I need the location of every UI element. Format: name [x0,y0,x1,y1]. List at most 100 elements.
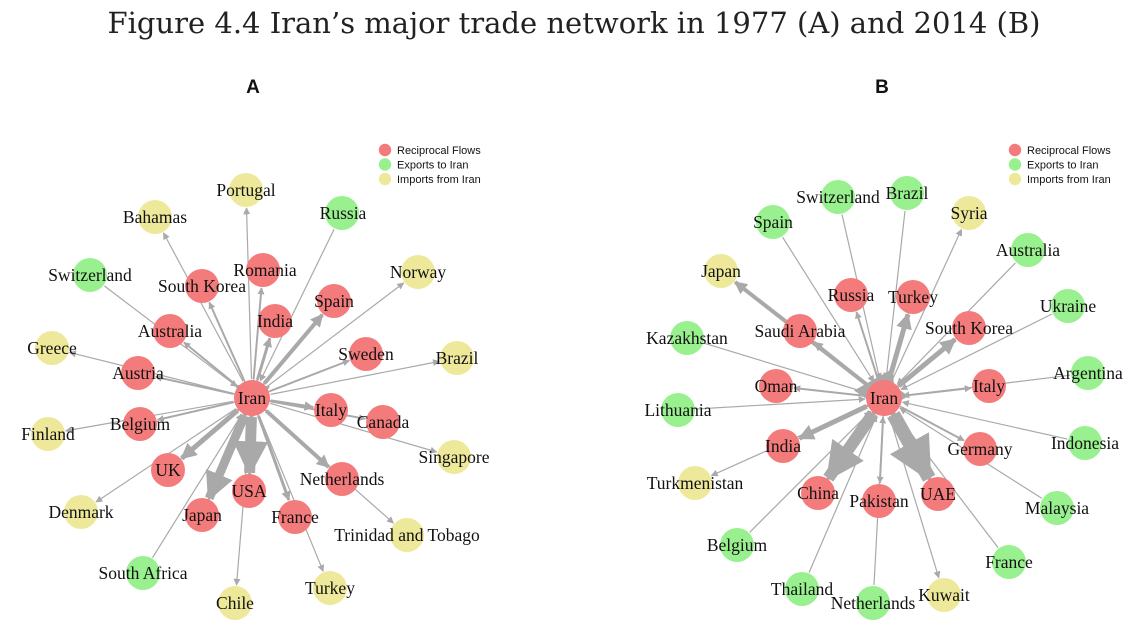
panel-b-node-label-belgium: Belgium [707,535,768,555]
panel-a-node-label-sweden: Sweden [338,344,394,364]
panel-b-node-label-brazil: Brazil [886,183,929,203]
panel-a-edge-iran-austria [154,374,241,399]
panel-b-node-lithuania [661,393,695,427]
panel-b-node-turkey [896,280,930,314]
panel-b-node-label-pakistan: Pakistan [849,491,909,511]
figure-title: Figure 4.4 Iran’s major trade network in… [107,6,1041,40]
panel-a-node-italy [314,393,348,427]
panel-a-node-label-greece: Greece [27,338,77,358]
panel-a-legend-swatch-imports-from-iran [378,172,392,186]
panel-b-node-iran [866,380,902,416]
panel-a-edge-iran-france [251,406,291,502]
panel-b-node-south-korea [952,311,986,345]
panel-a-node-label-finland: Finland [21,424,75,444]
panel-b-node-label-syria: Syria [951,203,988,223]
panel-a-node-austria [121,356,155,390]
panel-a-node-chile [218,586,252,620]
panel-b-node-label-uae: UAE [920,484,956,504]
panel-a-edge-iran-sweden [262,359,350,397]
panel-a-node-bahamas [138,200,172,234]
panel-b-node-label-turkey: Turkey [888,287,938,307]
panel-b-node-oman [759,369,793,403]
panel-b-label: B [875,77,889,98]
panel-a-node-label-uk: UK [155,460,181,480]
panel-b-legend-label-exports-to-iran: Exports to Iran [1027,160,1099,172]
panel-b-legend-swatch-imports-from-iran [1008,172,1022,186]
panel-a-node-label-singapore: Singapore [419,447,490,467]
panel-a-node-trinidad-and-tobago [390,518,424,552]
panel-a-edge-south-africa-iran [151,413,243,559]
panel-b-edge-spain-iran [782,236,875,383]
panel-b-node-netherlands [856,586,890,620]
panel-b-node-syria [952,196,986,230]
panel-a-node-india [258,304,292,338]
panel-b-node-switzerland [821,180,855,214]
panel-a-edge-iran-japan [204,386,268,502]
panel-a-node-label-netherlands: Netherlands [300,469,385,489]
panel-a-node-france [278,500,312,534]
panel-b-node-label-italy: Italy [973,376,1005,396]
panel-b-node-label-india: India [765,436,801,456]
panel-a-node-label-south-africa: South Africa [99,563,188,583]
panel-a-edge-iran-trinidad-and-tobago [265,410,395,524]
panel-b-node-thailand [785,572,819,606]
panel-a-legend-swatch-exports-to-iran [378,158,392,171]
panel-b-node-label-south-korea: South Korea [925,318,1013,338]
panel-a-node-sweden [349,337,383,371]
panel-a-node-romania [246,253,280,287]
panel-a-node-turkey [313,571,347,605]
panel-a-node-label-denmark: Denmark [48,502,113,522]
panel-a-node-label-australia: Australia [138,321,202,341]
panel-b-edge-iran-italy [896,385,972,400]
panel-b-node-label-saudi-arabia: Saudi Arabia [755,321,846,341]
panel-a-node-denmark [64,495,98,529]
panel-a-node-singapore [437,440,471,474]
panel-b-node-kuwait [927,578,961,612]
panel-b-legend-label-imports-from-iran: Imports from Iran [1027,174,1111,186]
panel-b-node-argentina [1071,356,1105,390]
panel-b-node-spain [756,205,790,239]
panel-a-node-label-switzerland: Switzerland [48,265,132,285]
panel-a-edge-iran-brazil [270,359,440,395]
panel-b-node-label-kuwait: Kuwait [918,585,970,605]
panel-a-node-label-iran: Iran [238,388,266,408]
panel-a-edge-iran-turkey [258,415,325,572]
panel-b-legend-swatch-reciprocal-flows [1008,143,1022,157]
panel-b-legend-label-reciprocal-flows: Reciprocal Flows [1027,145,1111,157]
panel-a-legend-swatch-reciprocal-flows [378,143,392,157]
panel-b-node-malaysia [1040,491,1074,525]
panel-a-node-label-italy: Italy [315,400,347,420]
panel-b-node-brazil [890,176,924,210]
panel-a-node-label-france: France [271,507,319,527]
panel-b-node-label-lithuania: Lithuania [644,400,711,420]
panel-b-node-label-malaysia: Malaysia [1025,498,1089,518]
panel-b-node-label-japan: Japan [701,261,741,281]
panel-a-node-switzerland [73,258,107,292]
panel-b-edge-thailand-iran [808,414,878,573]
panel-a-node-label-bahamas: Bahamas [123,207,187,227]
panel-b-node-label-ukraine: Ukraine [1040,296,1097,316]
panel-a-node-greece [35,331,69,365]
panel-a-node-label-brazil: Brazil [436,348,479,368]
panel-a-node-portugal [229,173,263,207]
panel-a-node-label-norway: Norway [390,262,447,282]
panel-b-node-ukraine [1051,289,1085,323]
panel-a-node-label-russia: Russia [320,203,367,223]
panel-a-node-belgium [123,407,157,441]
panel-a-node-finland [31,417,65,451]
panel-a-node-australia [153,314,187,348]
panel-b-node-label-oman: Oman [755,376,798,396]
panel-a-node-label-usa: USA [231,481,266,501]
panel-a-node-netherlands [325,462,359,496]
panel-b-node-label-argentina: Argentina [1053,363,1123,383]
panel-b-node-italy [972,369,1006,403]
panel-a-legend-label-reciprocal-flows: Reciprocal Flows [397,145,481,157]
panel-b-node-label-spain: Spain [753,212,793,232]
panel-b-node-pakistan [862,484,896,518]
panel-b-node-label-iran: Iran [870,388,898,408]
panel-a-node-canada [366,405,400,439]
panel-a-node-label-portugal: Portugal [216,180,275,200]
panel-a-node-label-spain: Spain [314,291,354,311]
panel-b-node-australia [1011,233,1045,267]
